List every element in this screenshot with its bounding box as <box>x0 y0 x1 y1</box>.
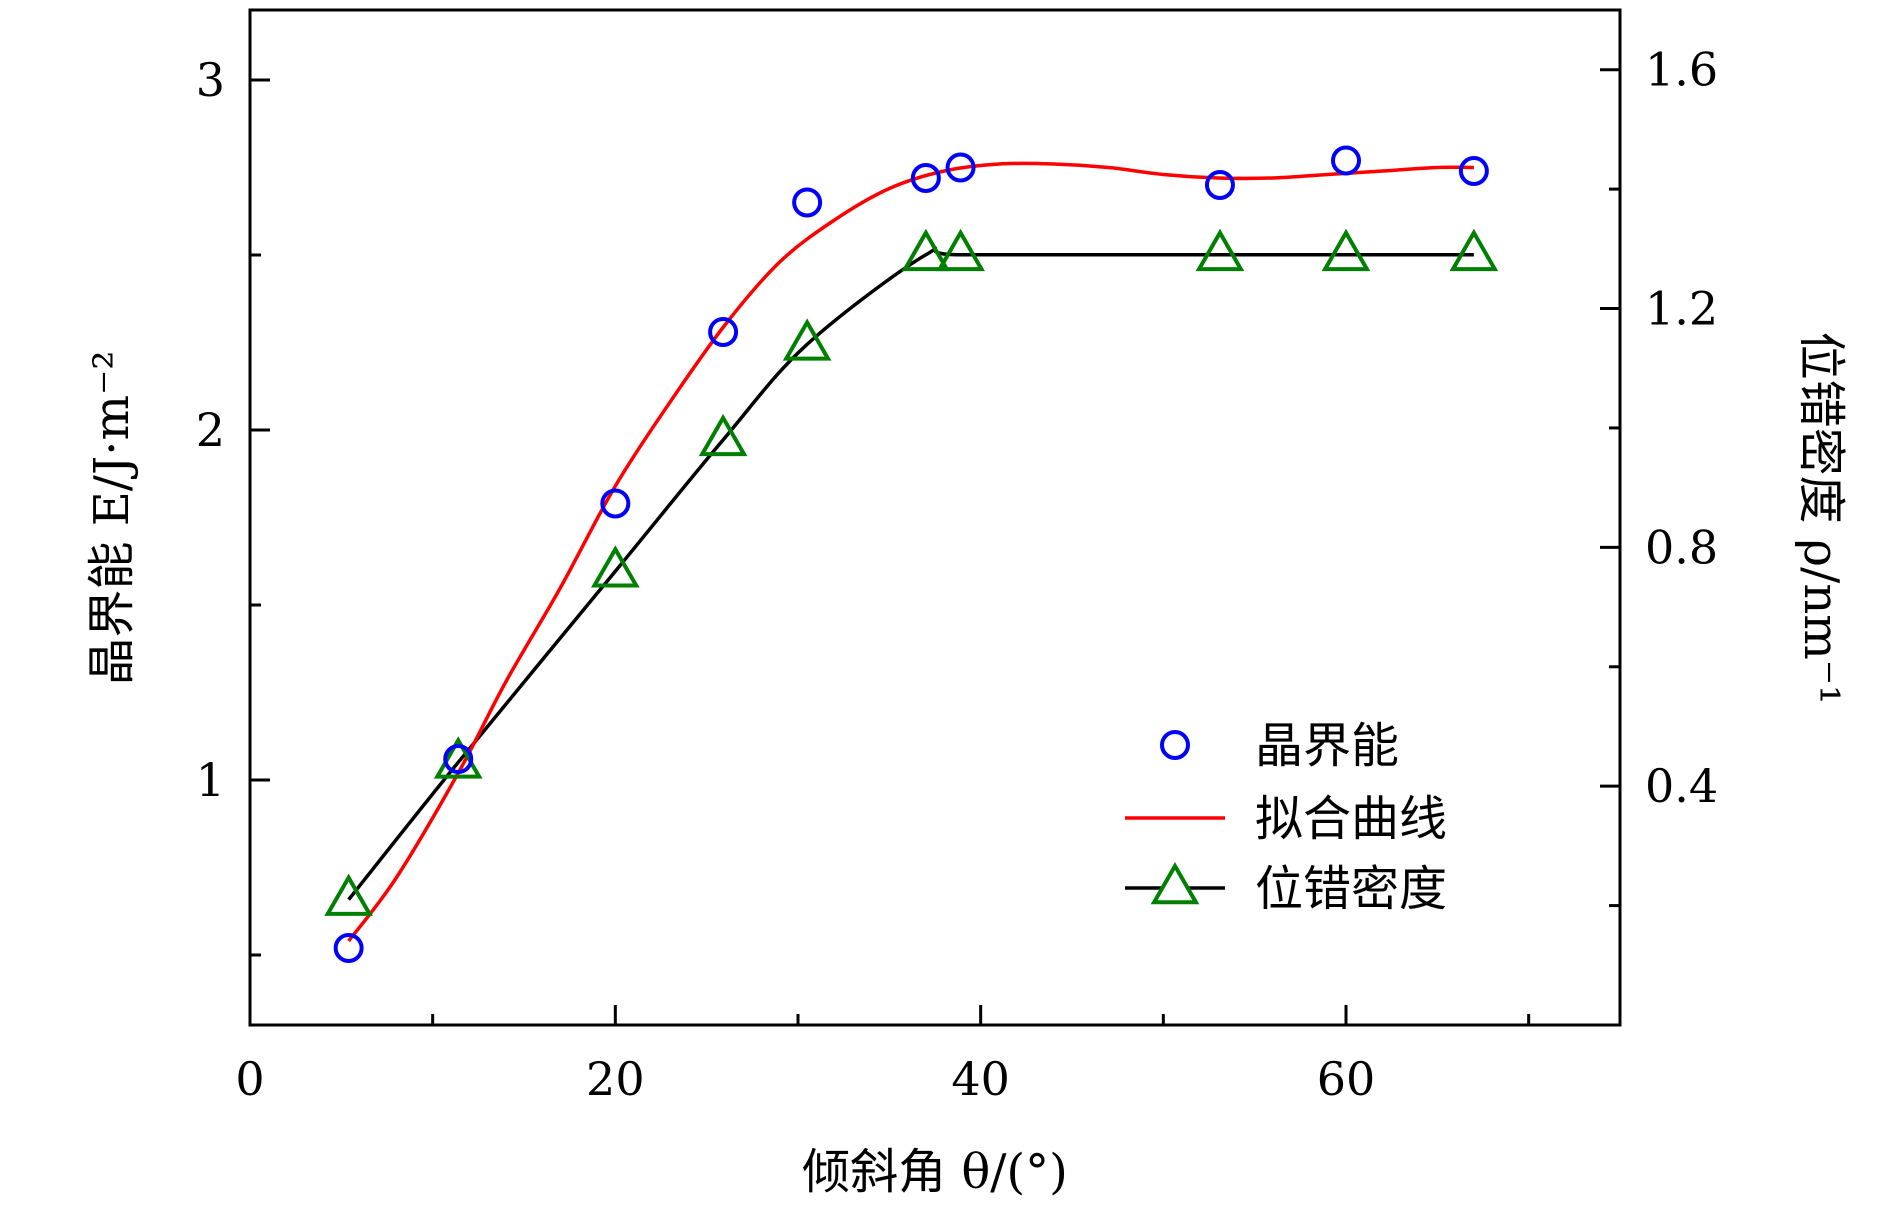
plot-frame <box>248 8 1622 1027</box>
legend-label: 位错密度 <box>1255 861 1447 917</box>
x-tick-label: 20 <box>586 1052 645 1106</box>
grain-boundary-energy-point <box>1204 170 1235 200</box>
grain-boundary-energy-point <box>910 163 941 193</box>
dislocation-density-point <box>433 736 483 779</box>
dislocation-density-point <box>782 318 832 361</box>
y-axis-right-title: 位错密度 ρ/nm⁻¹ <box>1793 332 1849 705</box>
legend-marker-density <box>1150 861 1200 905</box>
x-tick-label: 60 <box>1317 1052 1376 1106</box>
y-axis-left-title: 晶界能 E/J·m⁻² <box>84 350 140 685</box>
grain-boundary-energy-point <box>1458 156 1489 186</box>
grain-boundary-energy-point <box>792 187 823 218</box>
dislocation-density-point <box>698 413 748 457</box>
legend-label: 拟合曲线 <box>1255 791 1447 847</box>
y-left-tick-label: 2 <box>196 403 225 457</box>
y-left-tick-label: 3 <box>196 53 225 107</box>
fit-curve-line <box>347 161 1474 943</box>
axes-group: 0 20 40 60 1 2 3 0.4 0.8 1.2 1.6 <box>196 8 1718 1106</box>
grain-boundary-energy-point <box>945 152 976 183</box>
dislocation-density-point <box>1321 228 1371 272</box>
grain-boundary-energy-point <box>708 317 739 347</box>
grain-boundary-energy-point <box>1331 145 1361 176</box>
y-right-tick-label: 0.4 <box>1645 759 1718 813</box>
x-tick-label: 40 <box>951 1052 1010 1106</box>
plot-group <box>324 145 1499 963</box>
dislocation-density-point <box>590 545 640 588</box>
grain-boundary-energy-point <box>443 744 474 774</box>
y-right-tick-label: 1.6 <box>1645 43 1718 97</box>
legend-label: 晶界能 <box>1255 718 1399 774</box>
dislocation-density-point <box>901 228 951 272</box>
dislocation-density-point <box>324 873 373 916</box>
y-right-tick-label: 0.8 <box>1645 520 1718 574</box>
dislocation-density-point <box>1195 228 1245 272</box>
x-axis-title: 倾斜角 θ/(°) <box>802 1144 1068 1200</box>
dislocation-density-line <box>347 246 1474 901</box>
dislocation-density-point <box>936 228 985 272</box>
legend-marker-energy <box>1160 730 1190 760</box>
y-left-tick-label: 1 <box>196 753 225 807</box>
y-right-tick-label: 1.2 <box>1645 282 1718 336</box>
dislocation-density-point <box>1449 228 1499 272</box>
grain-boundary-energy-point <box>333 933 364 963</box>
x-tick-label: 0 <box>235 1052 264 1106</box>
grain-boundary-energy-point <box>600 488 631 519</box>
